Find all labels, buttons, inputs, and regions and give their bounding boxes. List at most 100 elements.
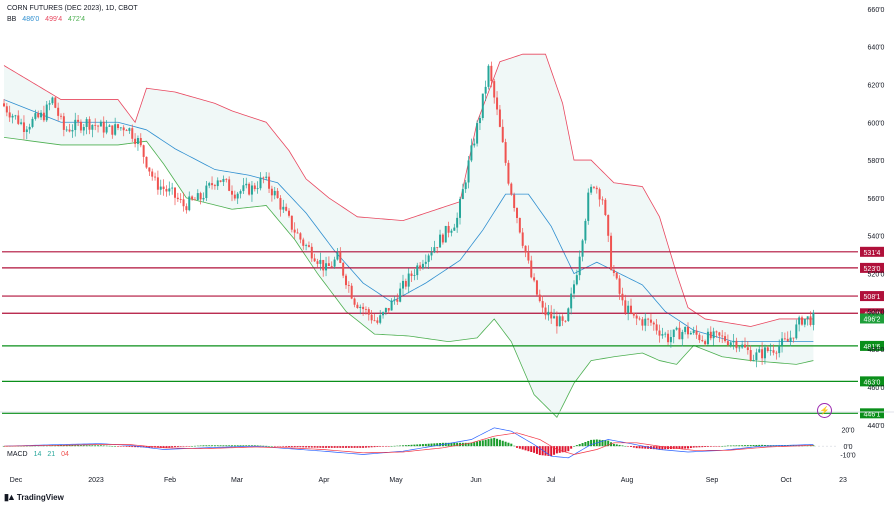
macd-histogram-bar <box>587 440 590 447</box>
macd-histogram-bar <box>390 446 393 447</box>
x-tick-label: Feb <box>164 477 176 484</box>
candle-body <box>721 335 724 337</box>
macd-histogram-bar <box>299 446 302 448</box>
macd-histogram-bar <box>630 446 632 447</box>
macd-histogram-bar <box>735 445 738 447</box>
lightning-icon[interactable]: ⚡ <box>817 403 832 418</box>
candle-body <box>122 127 125 131</box>
macd-histogram-bar <box>319 446 322 448</box>
level-label-box <box>860 340 884 351</box>
macd-histogram-bar <box>732 445 735 447</box>
macd-histogram-bar <box>744 445 746 447</box>
candle-body <box>407 273 410 287</box>
bb-basis-value: 486'0 <box>22 16 40 23</box>
level-label: 463'0 <box>864 379 881 386</box>
candle-body <box>732 340 735 343</box>
macd-histogram-bar <box>618 444 621 447</box>
macd-histogram-bar <box>259 445 262 447</box>
level-label-box <box>860 262 884 273</box>
candle-body <box>718 332 721 336</box>
macd-histogram-bar <box>102 445 105 447</box>
candle-body <box>450 230 453 233</box>
candle-body <box>538 294 541 302</box>
macd-histogram-bar <box>718 446 721 447</box>
macd-histogram-bar <box>270 446 273 447</box>
candle-body <box>248 183 251 195</box>
macd-histogram-bar <box>362 446 365 448</box>
macd-histogram-bar <box>228 445 231 447</box>
macd-histogram-bar <box>573 446 575 447</box>
candle-body <box>769 350 772 352</box>
macd-histogram-bar <box>501 440 504 447</box>
candle-body <box>641 319 644 326</box>
candle-body <box>151 171 154 177</box>
macd-histogram-bar <box>612 443 615 447</box>
macd-histogram-bar <box>296 446 299 448</box>
candle-body <box>521 232 524 246</box>
macd-histogram-bar <box>729 445 732 447</box>
macd-histogram-bar <box>547 446 550 456</box>
macd-histogram-bar <box>216 445 219 447</box>
bb-upper-value: 499'4 <box>45 16 63 23</box>
candle-body <box>570 293 573 309</box>
candle-body <box>461 189 464 200</box>
bb-legend[interactable]: BB 486'0 499'4 472'4 <box>7 16 89 23</box>
macd-legend[interactable]: MACD 14 21 04 <box>7 451 73 458</box>
macd-histogram-bar <box>242 445 245 447</box>
candle-body <box>587 192 590 221</box>
candle-body <box>28 126 31 130</box>
x-tick-label: Sep <box>706 477 719 484</box>
candle-body <box>496 97 499 110</box>
macd-histogram-bar <box>114 446 117 447</box>
y-tick-label: 620'0 <box>868 82 885 89</box>
macd-histogram-bar <box>681 446 684 449</box>
candle-body <box>40 112 43 118</box>
candle-body <box>812 312 815 325</box>
candle-body <box>533 277 536 281</box>
macd-histogram-bar <box>578 444 581 447</box>
macd-histogram-bar <box>638 446 641 449</box>
tradingview-logo[interactable]: ▮▲ TradingView <box>4 492 64 503</box>
candle-body <box>669 337 672 343</box>
level-label: 446'1 <box>864 411 881 418</box>
candle-body <box>202 197 205 200</box>
signal-line <box>3 432 814 455</box>
bb-lower-value: 472'4 <box>68 16 85 23</box>
macd-histogram-bar <box>202 445 205 447</box>
tradingview-brand-text: TradingView <box>16 493 64 502</box>
macd-histogram-bar <box>624 445 627 447</box>
candle-body <box>402 280 404 289</box>
candle-body <box>735 340 738 349</box>
macd-histogram-bar <box>356 446 359 448</box>
macd-histogram-bar <box>450 442 453 447</box>
candle-body <box>749 350 752 361</box>
candle-body <box>567 308 570 321</box>
candle-body <box>362 306 365 310</box>
level-label-box <box>860 376 884 387</box>
candle-body <box>370 314 373 321</box>
candle-body <box>302 239 305 246</box>
candle-body <box>65 129 68 131</box>
candle-body <box>744 344 746 348</box>
macd-histogram-bar <box>188 446 191 447</box>
candle-body <box>430 252 433 256</box>
macd-histogram-bar <box>789 445 792 447</box>
candle-body <box>276 190 279 199</box>
bb-upper-line <box>3 53 814 327</box>
macd-histogram-bar <box>54 445 57 447</box>
candle-body <box>77 119 80 122</box>
macd-histogram-bar <box>62 445 65 447</box>
bb-fill <box>4 54 814 418</box>
candle-body <box>117 124 119 129</box>
y-tick-label: 440'0 <box>868 423 885 430</box>
candle-body <box>20 122 23 124</box>
candle-body <box>145 156 148 168</box>
macd-histogram-bar <box>364 446 367 448</box>
y-tick-label: 580'0 <box>868 158 885 165</box>
candle-body <box>607 215 610 236</box>
level-label: 531'4 <box>864 250 881 257</box>
macd-histogram-bar <box>635 446 638 449</box>
macd-histogram-bar <box>171 446 174 448</box>
macd-histogram-bar <box>724 445 727 447</box>
